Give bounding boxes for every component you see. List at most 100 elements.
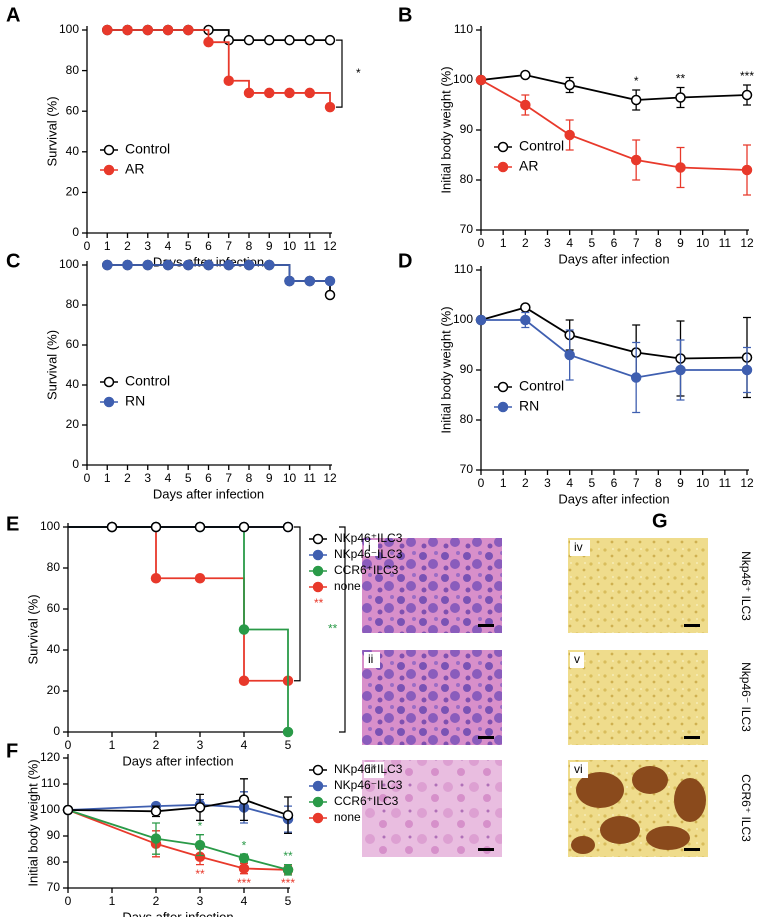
legend-marker [312, 796, 324, 808]
x-tick-label: 5 [185, 239, 192, 253]
x-tick-label: 1 [500, 236, 507, 250]
image-iii [362, 760, 502, 857]
x-tick-label: 1 [109, 894, 116, 908]
x-tick-label: 5 [285, 894, 292, 908]
marker [520, 314, 531, 326]
marker [102, 24, 113, 36]
x-tick-label: 2 [153, 738, 160, 752]
series-line [67, 798, 289, 817]
marker [194, 521, 206, 533]
marker [223, 259, 234, 271]
x-tick-label: 2 [124, 471, 131, 485]
panel-letter: E [6, 513, 19, 535]
marker [741, 364, 753, 376]
marker [304, 87, 315, 99]
marker [675, 162, 686, 173]
x-tick-label: 12 [740, 476, 754, 490]
x-tick-label: 1 [104, 471, 111, 485]
marker [223, 75, 234, 86]
y-tick-label: 70 [47, 880, 61, 894]
marker [630, 372, 642, 383]
image-label: v [574, 652, 580, 666]
row-label: CCR6⁺ ILC3 [739, 774, 753, 842]
marker [520, 69, 531, 81]
x-tick-label: 9 [266, 239, 273, 253]
marker [150, 573, 162, 584]
y-tick-label: 60 [66, 103, 80, 117]
x-tick-label: 6 [205, 239, 212, 253]
x-axis-label: Days after infection [153, 486, 264, 501]
x-tick-label: 7 [633, 236, 640, 250]
label-boxes [364, 540, 590, 778]
y-tick-label: 80 [47, 560, 61, 574]
x-tick-label: 0 [65, 894, 72, 908]
x-tick-label: 6 [205, 471, 212, 485]
marker [630, 154, 642, 166]
series-line [68, 526, 288, 682]
marker [162, 24, 174, 36]
x-tick-label: 3 [197, 738, 204, 752]
x-tick-label: 3 [144, 471, 151, 485]
marker [238, 624, 250, 635]
x-tick-label: 2 [522, 236, 529, 250]
marker [238, 521, 250, 533]
image-iv [568, 538, 708, 633]
marker [264, 259, 275, 271]
marker [475, 314, 487, 326]
x-tick-label: 12 [323, 239, 337, 253]
axes [67, 523, 290, 733]
marker [183, 259, 194, 271]
legend-label: CCR6⁺ILC3 [334, 794, 399, 808]
y-tick-label: 0 [53, 724, 60, 738]
y-tick-label: 70 [460, 222, 474, 236]
marker [324, 275, 336, 287]
image-ii [362, 650, 502, 745]
x-tick-label: 5 [185, 471, 192, 485]
x-tick-label: 2 [124, 239, 131, 253]
y-tick-label: 100 [453, 312, 473, 326]
legend-label: CCR6⁺ILC3 [334, 563, 399, 577]
significance-mark: * [198, 819, 203, 833]
legend-marker [497, 141, 509, 153]
marker [282, 521, 294, 533]
series-line [107, 29, 330, 42]
legend-label: Control [519, 138, 564, 154]
x-tick-label: 7 [225, 471, 232, 485]
y-tick-label: 0 [72, 225, 79, 239]
marker [243, 259, 255, 271]
marker [150, 833, 162, 844]
legend-marker [497, 381, 509, 393]
y-tick-label: 90 [47, 828, 61, 842]
x-tick-label: 11 [304, 239, 317, 253]
legend-label: NKp46⁺ILC3 [334, 762, 403, 776]
marker [675, 364, 686, 376]
series-line [107, 264, 331, 295]
panel-letter: D [398, 250, 412, 272]
marker [520, 99, 531, 111]
x-tick-label: 11 [304, 471, 317, 485]
axes [480, 266, 749, 471]
image-label: i [368, 540, 371, 554]
legend-label: Control [519, 378, 564, 394]
legend-marker [497, 161, 509, 173]
marker [324, 101, 336, 113]
x-tick-label: 6 [611, 236, 618, 250]
y-axis-label: Initial body weight (%) [438, 306, 453, 433]
x-tick-label: 8 [246, 471, 253, 485]
y-axis-label: Survival (%) [44, 96, 59, 166]
marker [264, 34, 275, 46]
significance-bracket [339, 526, 346, 733]
legend-label: none [334, 579, 361, 593]
x-axis-label: Days after infection [122, 753, 233, 768]
marker [324, 289, 336, 301]
x-axis-label: Days after infection [558, 491, 669, 506]
marker [520, 302, 531, 313]
x-tick-label: 4 [566, 236, 573, 250]
significance-bracket [336, 39, 343, 108]
image-i [362, 538, 502, 633]
x-tick-label: 3 [144, 239, 151, 253]
image-label: iii [368, 762, 376, 776]
y-tick-label: 80 [66, 63, 80, 77]
image-v [568, 650, 708, 745]
